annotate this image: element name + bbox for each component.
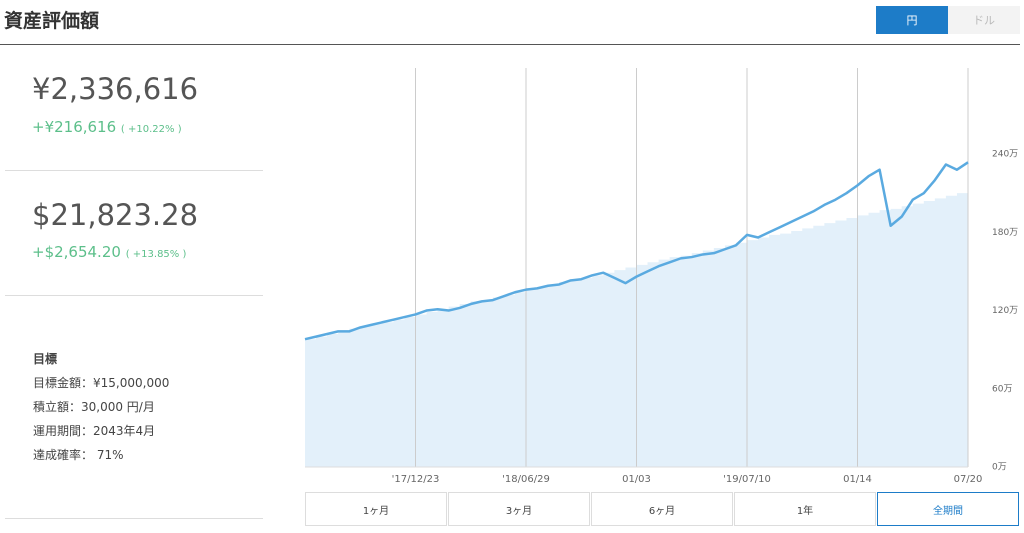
y-tick-label: 60万 [992,384,1012,394]
divider [5,170,263,171]
goal-line: 積立額：30,000 円/月 [33,400,155,414]
x-tick-label: '19/07/10 [723,474,771,485]
value-line [304,161,969,341]
x-tick-label: '18/06/29 [502,474,550,485]
y-tick-label: 120万 [992,306,1018,316]
x-tick-label: 01/03 [622,474,651,485]
period-button[interactable]: 6ヶ月 [591,492,733,526]
goal: 目標 目標金額：¥15,000,000 積立額：30,000 円/月 運用期間：… [33,347,169,467]
y-tick-label: 180万 [992,228,1018,238]
usd-change-pct: ( +13.85% ) [125,249,187,260]
period-button[interactable]: 1年 [734,492,876,526]
period-button[interactable]: 全期間 [877,492,1019,526]
y-tick-label: 240万 [992,150,1018,160]
page-title: 資産評価額 [4,10,100,32]
toggle-yen[interactable]: 円 [876,6,948,34]
x-tick-label: '17/12/23 [392,474,440,485]
chart: '17/12/23 '18/06/29 01/03 '19/07/10 01/14 07/… [304,68,1018,485]
divider [5,518,263,519]
period-button[interactable]: 3ヶ月 [448,492,590,526]
divider [0,44,1020,45]
x-tick-label: 07/20 [954,474,983,485]
usd-change-amount: +$2,654.20 [32,243,121,261]
period-button[interactable]: 1ヶ月 [305,492,447,526]
usd-value: $21,823.28 [32,198,199,232]
goal-line: 目標金額：¥15,000,000 [33,376,170,390]
jpy-value: ¥2,336,616 [32,72,199,106]
jpy-change-pct: ( +10.22% ) [120,124,182,135]
goal-line: 達成確率： 71% [33,448,124,462]
jpy-change: +¥216,616 ( +10.22% ) [32,118,182,136]
divider [5,295,263,296]
usd-change: +$2,654.20 ( +13.85% ) [32,243,186,261]
y-tick-label: 0万 [992,463,1007,473]
x-tick-label: 01/14 [843,474,872,485]
toggle-dollar[interactable]: ドル [948,6,1020,34]
goal-title: 目標 [33,352,58,366]
goal-line: 運用期間：2043年4月 [33,424,156,438]
jpy-change-amount: +¥216,616 [32,118,117,136]
